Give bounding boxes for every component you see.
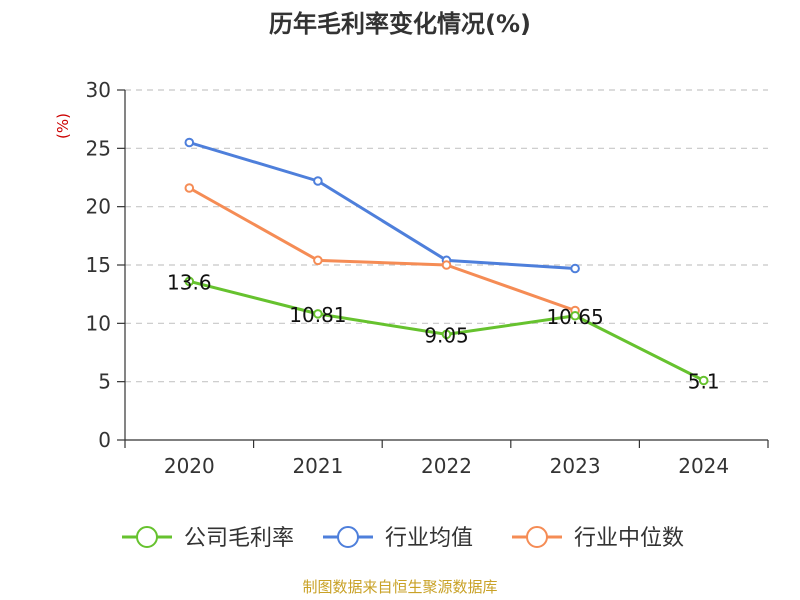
y-tick-label: 30	[86, 78, 111, 102]
legend-item-1[interactable]: 行业均值	[323, 526, 473, 551]
data-point	[184, 276, 195, 287]
legend-item-2[interactable]: 行业中位数	[512, 526, 684, 551]
y-tick-label: 10	[86, 311, 111, 335]
data-point	[313, 255, 323, 266]
x-tick-label: 2023	[550, 454, 601, 478]
y-axis-unit-label: (%)	[54, 113, 72, 139]
legend-label: 行业中位数	[574, 526, 684, 551]
data-label: 10.81	[289, 303, 346, 327]
x-tick-label: 2021	[292, 454, 343, 478]
y-tick-label: 20	[86, 195, 111, 219]
legend-label: 公司毛利率	[184, 526, 294, 551]
x-tick-label: 2020	[164, 454, 215, 478]
y-tick-label: 15	[86, 253, 111, 277]
source-note: 制图数据来自恒生聚源数据库	[302, 578, 497, 596]
data-label: 13.6	[167, 270, 212, 294]
legend-item-0[interactable]: 公司毛利率	[122, 526, 294, 551]
legend-marker	[337, 526, 359, 548]
legend-label: 行业均值	[385, 526, 473, 551]
data-point	[698, 375, 709, 386]
data-point	[441, 260, 452, 270]
series-line-2	[188, 186, 576, 312]
data-label: 5.1	[688, 370, 720, 394]
legend-marker	[136, 526, 158, 548]
data-point	[184, 137, 195, 148]
data-point	[441, 329, 452, 340]
data-label: 9.05	[424, 323, 469, 347]
x-tick-label: 2024	[678, 454, 729, 478]
data-point	[570, 310, 580, 321]
y-tick-label: 25	[86, 136, 111, 160]
y-tick-label: 5	[98, 370, 111, 394]
data-point	[184, 183, 195, 193]
x-tick-label: 2022	[421, 454, 472, 478]
data-label: 10.65	[546, 305, 603, 329]
data-labels: 13.6 10.81 9.05 10.65 5.1	[167, 270, 720, 393]
data-point	[313, 176, 323, 186]
chart-title: 历年毛利率变化情况(%)	[269, 10, 531, 38]
series-lines	[184, 137, 709, 386]
y-tick-label: 0	[98, 428, 111, 452]
data-point	[313, 309, 323, 319]
legend[interactable]: 公司毛利率 行业均值 行业中位数	[122, 526, 684, 551]
series-line-1	[188, 141, 576, 270]
data-point	[570, 263, 580, 274]
axes: 0 5 10 15 20 25 30 2020 2021 2022 2023 2024	[86, 78, 769, 478]
legend-marker	[526, 526, 548, 548]
